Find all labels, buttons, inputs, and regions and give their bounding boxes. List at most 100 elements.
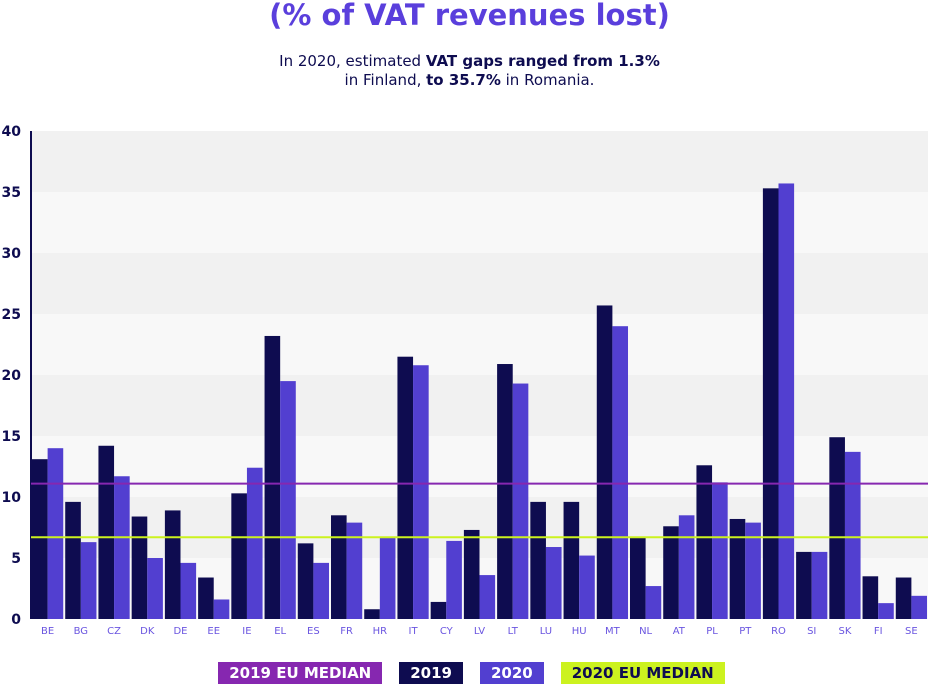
x-tick-label: SK	[838, 626, 851, 637]
bar-2020-ES	[313, 562, 330, 619]
x-tick-label: IT	[409, 626, 419, 637]
bar-2020-BG	[80, 542, 97, 619]
x-tick-label: CZ	[107, 626, 121, 637]
subtitle-text: in Finland,	[344, 71, 427, 89]
x-tick-label: BE	[41, 626, 54, 637]
bar-2019-BG	[65, 501, 81, 619]
bar-2020-HU	[579, 555, 595, 619]
x-tick-label: IE	[242, 626, 251, 637]
bar-2020-SK	[844, 451, 861, 619]
legend-2019: 2019	[399, 662, 463, 684]
legend-2020: 2020	[480, 662, 544, 684]
bar-2020-SE	[911, 595, 928, 619]
bar-2019-PT	[729, 518, 746, 619]
bar-2020-NL	[645, 586, 662, 619]
x-tick-label: FR	[340, 626, 353, 637]
x-tick-label: ES	[307, 626, 320, 637]
x-tick-label: EL	[274, 626, 286, 637]
legend-2019-median: 2019 EU MEDIAN	[218, 662, 383, 684]
bar-2020-HR	[379, 537, 396, 619]
bar-2020-CZ	[114, 476, 130, 619]
x-tick-label: RO	[771, 626, 786, 637]
bar-2020-CY	[446, 540, 462, 619]
x-tick-label: MT	[605, 626, 621, 637]
subtitle-text: in Romania.	[500, 71, 595, 89]
x-tick-label: HR	[373, 626, 388, 637]
bar-2019-MT	[596, 305, 613, 619]
y-tick-label: 35	[2, 185, 21, 201]
y-tick-label: 20	[2, 368, 22, 384]
bar-2020-LV	[479, 575, 496, 619]
x-tick-label: LV	[474, 626, 485, 637]
grid-band	[31, 131, 928, 192]
y-tick-label: 10	[2, 490, 22, 506]
bar-2020-LU	[545, 547, 562, 619]
bar-2019-SE	[895, 577, 912, 619]
subtitle-text: In 2020, estimated	[279, 52, 426, 70]
bar-2019-LT	[497, 364, 513, 619]
bar-2019-SK	[829, 437, 845, 619]
bar-2019-FR	[331, 515, 347, 619]
x-tick-label: FI	[874, 626, 883, 637]
bar-2019-SI	[796, 551, 812, 619]
legend: 2019 EU MEDIAN 2019 2020 2020 EU MEDIAN	[0, 662, 939, 684]
x-tick-label: PT	[739, 626, 752, 637]
bar-2019-HR	[364, 609, 380, 619]
y-tick-label: 25	[2, 307, 21, 323]
x-tick-label: SE	[905, 626, 918, 637]
bar-2019-PL	[696, 465, 713, 619]
bar-2020-BE	[47, 448, 64, 619]
bar-2019-DK	[131, 516, 148, 619]
bar-2019-NL	[630, 537, 646, 619]
bar-2019-EL	[264, 335, 281, 619]
bar-2020-EL	[280, 381, 296, 619]
x-tick-label: AT	[673, 626, 686, 637]
bar-2019-BE	[32, 459, 48, 619]
x-tick-label: SI	[807, 626, 816, 637]
subtitle-bold: VAT gaps ranged from 1.3%	[425, 52, 660, 70]
bar-2019-EE	[198, 577, 214, 619]
y-tick-label: 0	[11, 612, 21, 628]
x-tick-label: HU	[572, 626, 587, 637]
bar-chart: 0 5 10 15 20 25 30 35 40 BE BG CZ DK DE EE IE EL ES FR HR IT…	[2, 124, 928, 637]
y-tick-label: 15	[2, 429, 21, 445]
bar-2019-RO	[762, 188, 779, 619]
x-tick-label: EE	[207, 626, 220, 637]
bar-2020-IE	[246, 467, 263, 619]
x-tick-label: NL	[639, 626, 652, 637]
bar-2019-DE	[164, 510, 181, 619]
bar-2020-PL	[712, 482, 728, 619]
bar-2020-LT	[512, 383, 529, 619]
y-tick-label: 5	[11, 551, 21, 567]
bar-2019-CY	[430, 601, 447, 619]
bar-2020-PT	[745, 522, 761, 619]
bar-2020-IT	[413, 365, 429, 619]
chart-title: (% of VAT revenues lost)	[269, 0, 670, 32]
subtitle-bold: to 35.7%	[426, 71, 501, 89]
bar-2020-SI	[811, 551, 828, 619]
bar-2020-FR	[346, 522, 363, 619]
bar-2019-AT	[663, 526, 679, 619]
bar-2020-AT	[678, 515, 695, 619]
bar-2020-FI	[878, 603, 894, 619]
bar-2019-HU	[563, 501, 580, 619]
bar-2019-FI	[862, 576, 879, 619]
x-tick-label: CY	[440, 626, 454, 637]
legend-2020-median: 2020 EU MEDIAN	[560, 662, 725, 684]
bar-2019-ES	[297, 543, 314, 619]
bar-2020-MT	[612, 326, 629, 619]
bar-2019-CZ	[98, 445, 115, 619]
x-tick-label: BG	[74, 626, 88, 637]
bar-2019-IT	[397, 356, 414, 619]
bar-2019-LV	[463, 529, 480, 619]
bar-2020-DE	[180, 562, 197, 619]
x-tick-label: DK	[140, 626, 155, 637]
bar-2020-DK	[147, 558, 163, 619]
chart-subtitle: In 2020, estimated VAT gaps ranged from …	[0, 52, 939, 90]
x-tick-label: PL	[706, 626, 718, 637]
bar-2019-IE	[231, 493, 247, 619]
x-tick-label: LU	[540, 626, 552, 637]
bar-2019-LU	[530, 501, 546, 619]
bar-2020-EE	[213, 599, 230, 619]
x-tick-label: DE	[173, 626, 187, 637]
